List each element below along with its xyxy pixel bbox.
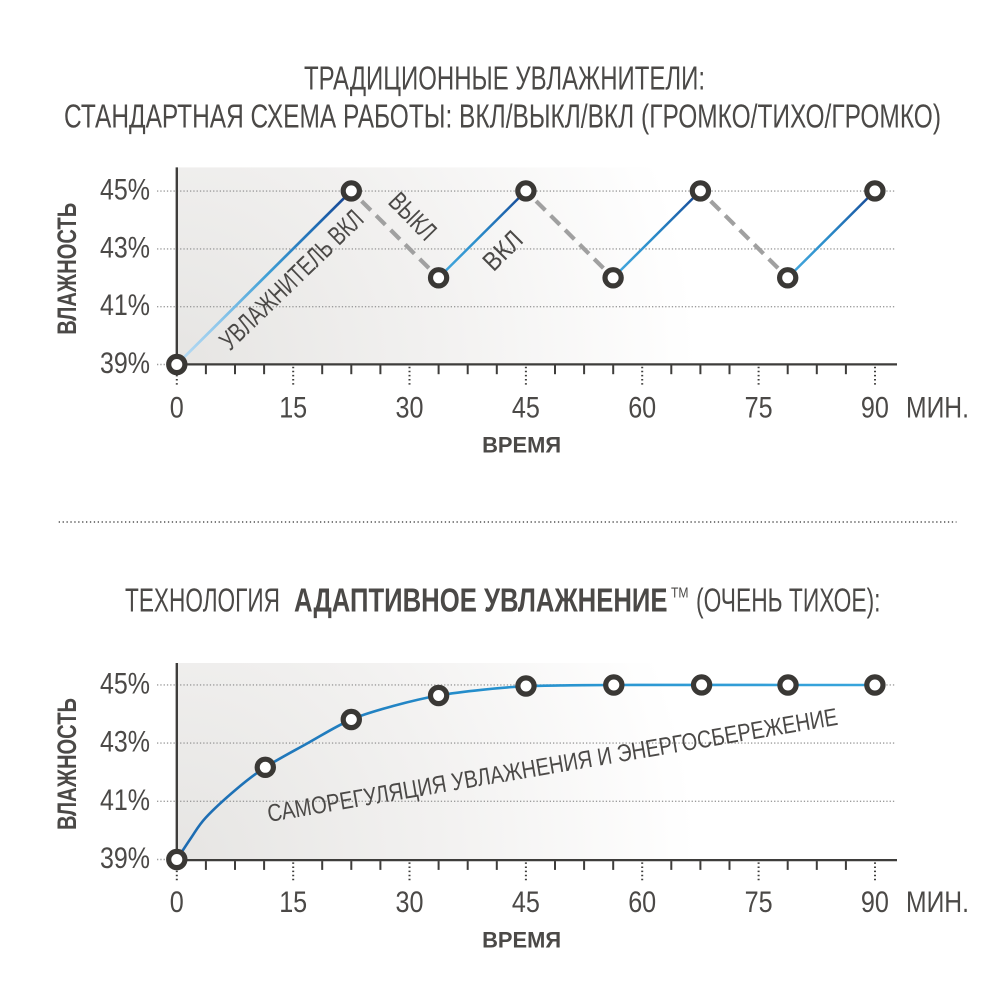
svg-text:ТРАДИЦИОННЫЕ УВЛАЖНИТЕЛИ:: ТРАДИЦИОННЫЕ УВЛАЖНИТЕЛИ:: [304, 60, 705, 97]
svg-text:АДАПТИВНОЕ УВЛАЖНЕНИЕ: АДАПТИВНОЕ УВЛАЖНЕНИЕ: [294, 582, 668, 619]
svg-text:41%: 41%: [100, 784, 150, 817]
svg-text:43%: 43%: [100, 726, 150, 759]
svg-text:30: 30: [396, 392, 424, 425]
svg-text:30: 30: [396, 886, 424, 919]
svg-text:41%: 41%: [100, 289, 150, 322]
svg-text:ТМ: ТМ: [671, 585, 689, 602]
svg-text:ВРЕМЯ: ВРЕМЯ: [482, 928, 561, 953]
svg-text:МИН.: МИН.: [906, 886, 969, 919]
svg-text:75: 75: [745, 886, 773, 919]
svg-text:МИН.: МИН.: [906, 392, 969, 425]
svg-text:90: 90: [861, 392, 889, 425]
svg-text:75: 75: [745, 392, 773, 425]
svg-text:90: 90: [861, 886, 889, 919]
svg-text:39%: 39%: [100, 842, 150, 875]
svg-text:СТАНДАРТНАЯ СХЕМА РАБОТЫ: ВКЛ/: СТАНДАРТНАЯ СХЕМА РАБОТЫ: ВКЛ/ВЫКЛ/ВКЛ (…: [64, 97, 941, 134]
svg-text:ВЛАЖНОСТЬ: ВЛАЖНОСТЬ: [52, 203, 82, 335]
svg-text:60: 60: [628, 392, 656, 425]
svg-text:45: 45: [512, 392, 540, 425]
svg-text:ВРЕМЯ: ВРЕМЯ: [482, 433, 561, 458]
svg-text:45: 45: [512, 886, 540, 919]
svg-text:45%: 45%: [100, 667, 150, 700]
svg-text:15: 15: [279, 392, 307, 425]
svg-text:45%: 45%: [100, 174, 150, 207]
svg-text:39%: 39%: [100, 347, 150, 380]
svg-text:43%: 43%: [100, 231, 150, 264]
svg-text:15: 15: [279, 886, 307, 919]
svg-text:ТЕХНОЛОГИЯ: ТЕХНОЛОГИЯ: [125, 582, 280, 619]
svg-text:60: 60: [628, 886, 656, 919]
svg-text:ВЛАЖНОСТЬ: ВЛАЖНОСТЬ: [52, 698, 82, 830]
svg-text:0: 0: [170, 392, 184, 425]
svg-text:(ОЧЕНЬ ТИХОЕ):: (ОЧЕНЬ ТИХОЕ):: [696, 582, 881, 619]
svg-text:0: 0: [170, 886, 184, 919]
